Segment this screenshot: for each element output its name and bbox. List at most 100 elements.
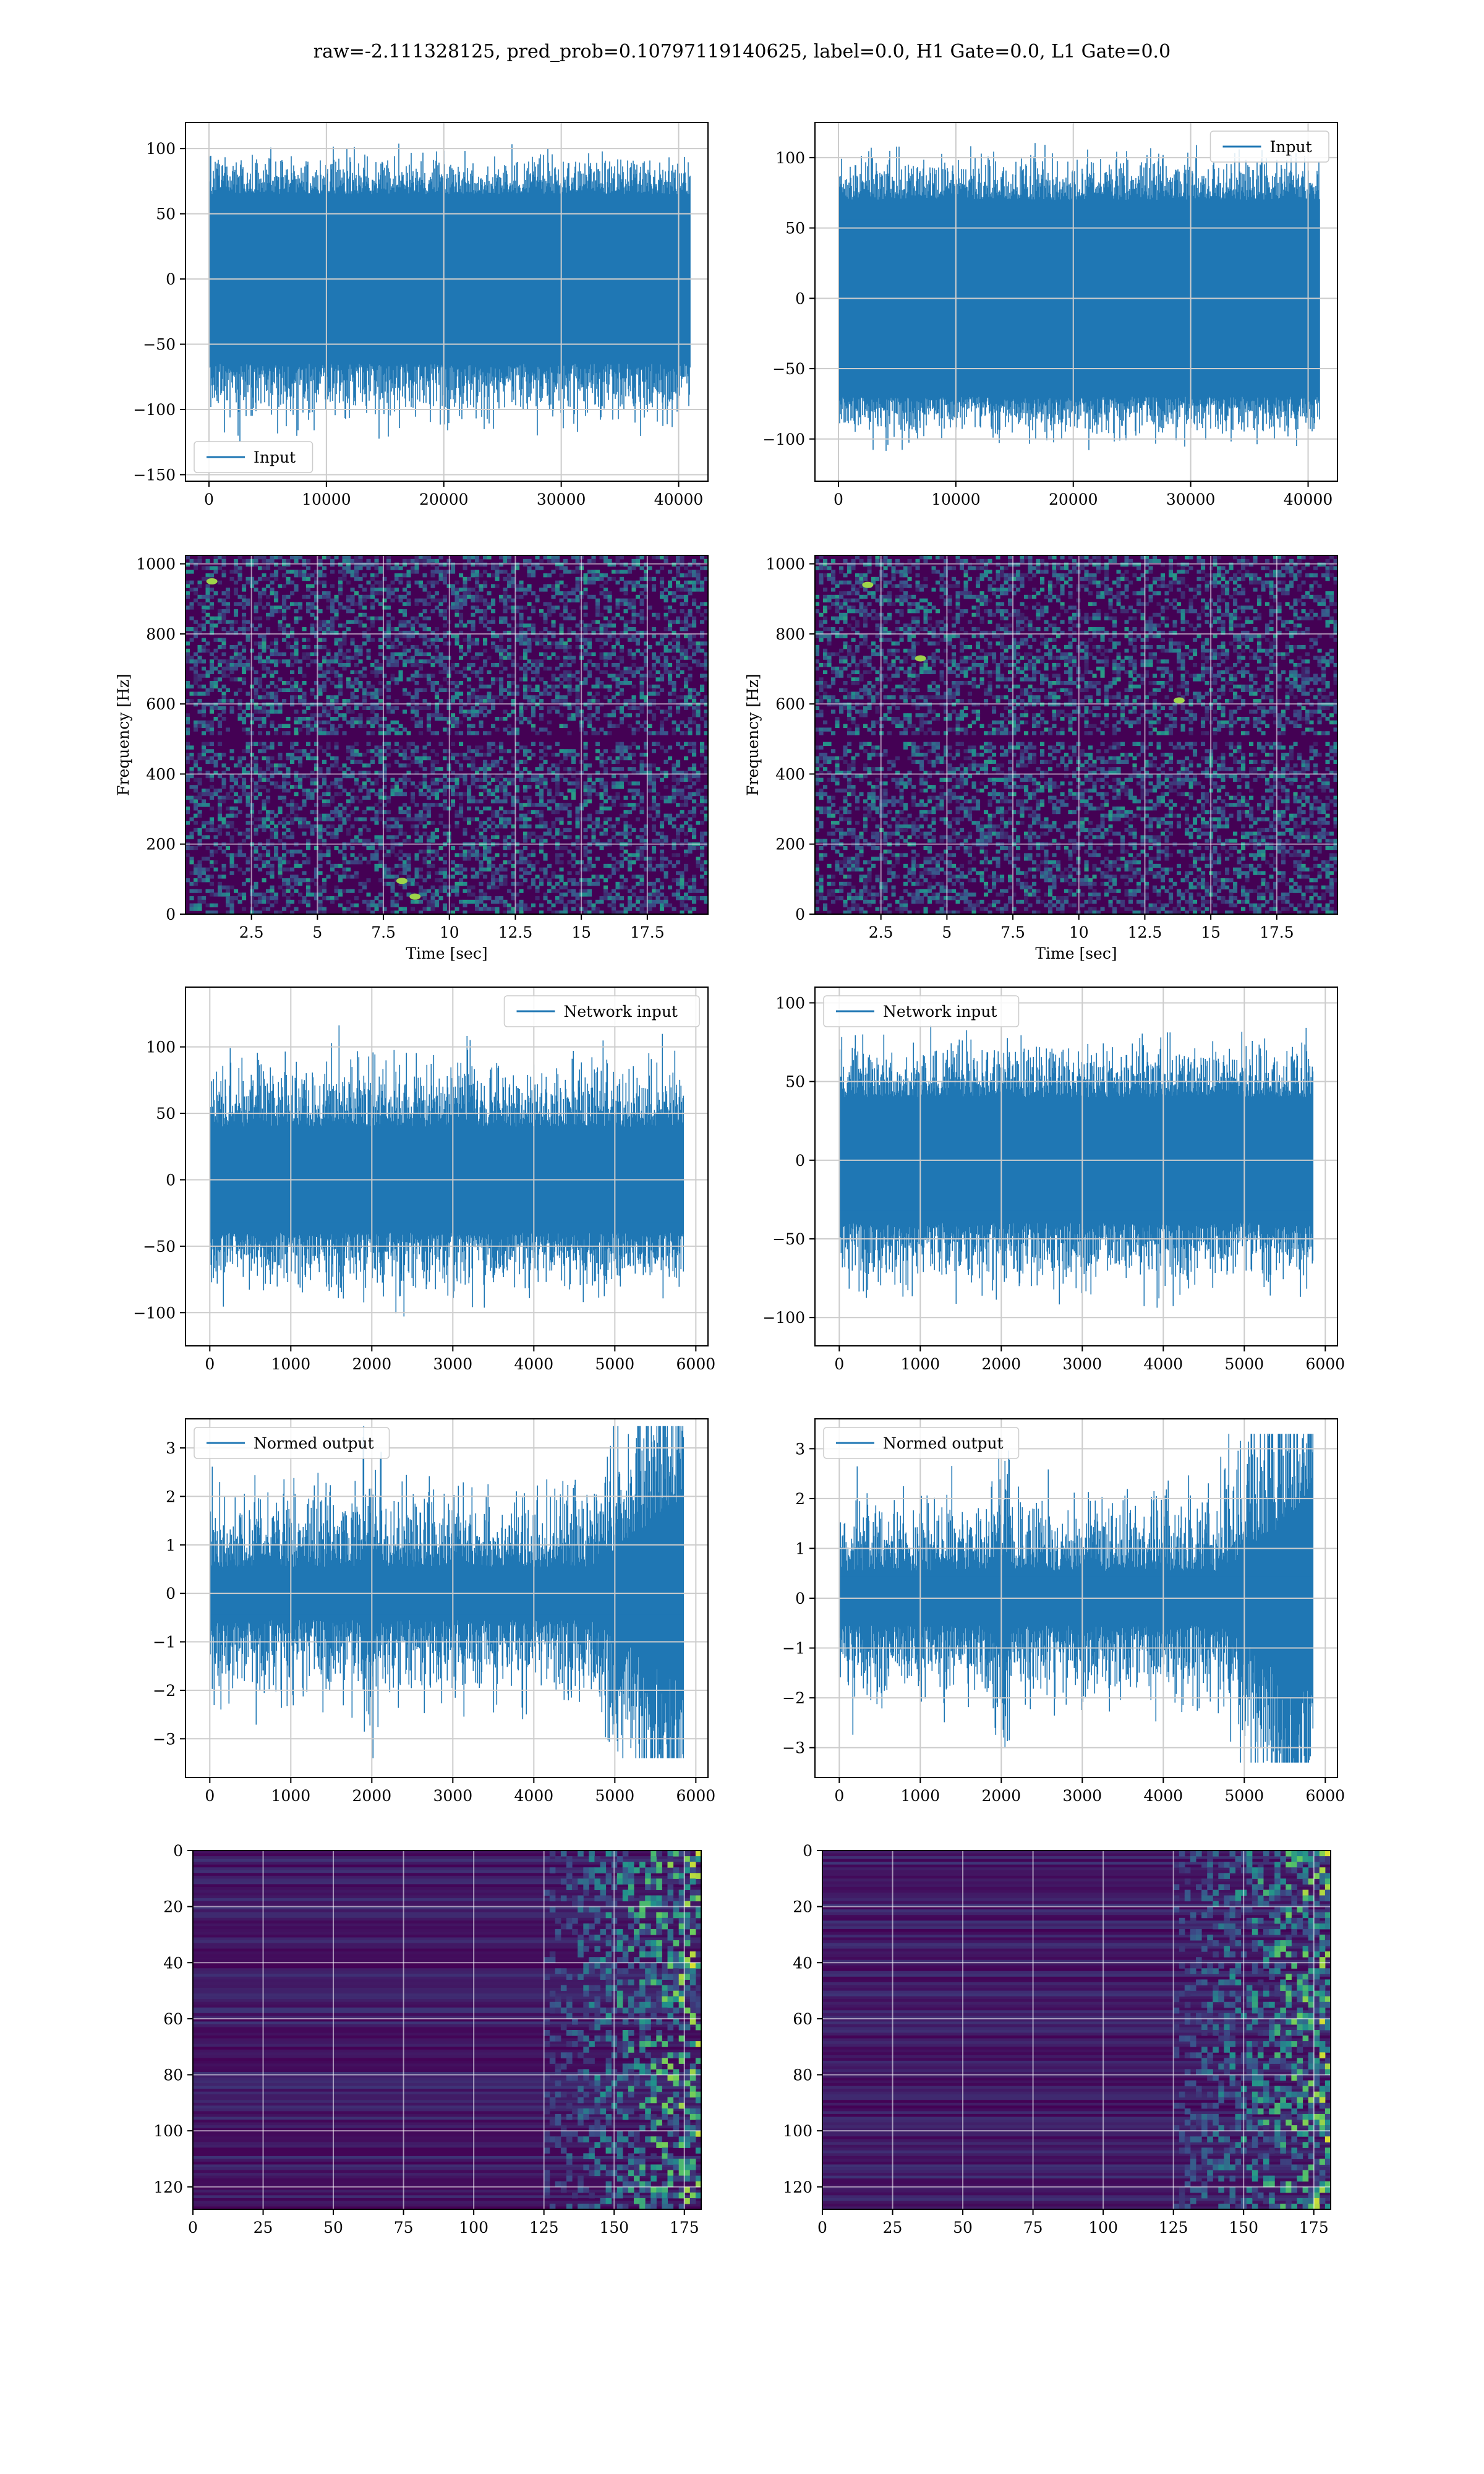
spectrogram-cell [419,885,424,889]
spectrogram-cell [354,688,359,692]
spectrogram-cell [499,774,504,779]
spectrogram-cell [495,677,500,682]
spectrogram-cell [644,641,649,646]
spectrogram-cell [202,789,207,793]
spectrogram-cell [374,666,379,671]
spectrogram-cell [382,867,387,871]
spectrogram-cell [189,831,194,836]
spectrogram-cell [427,860,432,865]
spectrogram-cell [607,817,612,821]
spectrogram-cell [430,781,435,785]
spectrogram-cell [234,656,239,660]
spectrogram-cell [278,785,283,789]
spectrogram-cell [322,799,327,803]
spectrogram-cell [599,612,604,617]
spectrogram-cell [318,570,323,574]
spectrogram-cell [475,785,480,789]
spectrogram-cell [262,555,267,560]
spectrogram-cell [310,612,315,617]
spectrogram-cell [189,896,194,901]
spectrogram-cell [623,580,628,584]
spectrogram-cell [310,584,315,588]
spectrogram-cell [655,731,660,735]
spectrogram-cell [306,792,311,797]
spectrogram-cell [571,749,576,753]
spectrogram-cell [435,645,440,649]
spectrogram-cell [286,576,291,581]
spectrogram-cell [475,562,480,567]
spectrogram-cell [435,871,440,875]
spectrogram-cell [531,810,536,815]
spectrogram-cell [575,699,580,703]
spectrogram-cell [342,875,347,879]
spectrogram-cell [607,756,612,761]
spectrogram-cell [330,863,335,868]
spectrogram-cell [591,903,596,907]
spectrogram-cell [631,803,636,807]
spectrogram-cell [563,684,568,689]
spectrogram-cell [318,620,323,624]
spectrogram-cell [258,899,263,904]
spectrogram-cell [342,867,347,871]
spectrogram-cell [378,899,383,904]
spectrogram-cell [226,606,231,610]
spectrogram-cell [205,573,210,578]
spectrogram-cell [414,688,419,692]
spectrogram-cell [382,742,387,746]
spectrogram-cell [338,580,343,584]
spectrogram-cell [483,807,488,811]
spectrogram-cell [547,907,552,911]
spectrogram-cell [189,691,194,696]
spectrogram-cell [527,817,532,821]
spectrogram-cell [390,903,395,907]
spectrogram-cell [197,691,202,696]
spectrogram-cell [226,899,231,904]
spectrogram-cell [615,756,620,761]
spectrogram-cell [555,566,560,570]
spectrogram-cell [286,731,291,735]
spectrogram-cell [237,774,242,779]
spectrogram-cell [254,767,258,771]
spectrogram-cell [266,576,271,581]
spectrogram-cell [242,681,247,685]
spectrogram-cell [278,807,283,811]
spectrogram-cell [298,760,303,764]
spectrogram-cell [362,785,367,789]
spectrogram-cell [603,892,608,897]
spectrogram-cell [475,817,480,821]
spectrogram-cell [655,570,660,574]
spectrogram-cell [354,602,359,606]
spectrogram-cell [559,591,564,596]
spectrogram-cell [358,831,363,836]
spectrogram-cell [463,881,467,886]
spectrogram-cell [503,727,508,732]
spectrogram-cell [438,652,443,656]
spectrogram-cell [559,674,564,678]
spectrogram-cell [242,648,247,653]
spectrogram-cell [226,588,231,592]
spectrogram-cell [535,695,540,700]
spectrogram-cell [354,695,359,700]
spectrogram-cell [270,659,275,664]
spectrogram-cell [274,727,279,732]
spectrogram-cell [563,594,568,599]
spectrogram-cell [543,688,548,692]
spectrogram-cell [197,896,202,901]
spectrogram-cell [326,695,331,700]
spectrogram-cell [318,663,323,667]
spectrogram-cell [459,656,464,660]
spectrogram-cell [234,889,239,893]
spectrogram-cell [278,627,283,631]
spectrogram-cell [242,598,247,602]
spectrogram-cell [274,849,279,854]
spectrogram-cell [660,688,665,692]
spectrogram-cell [511,709,516,714]
spectrogram-cell [587,777,592,782]
spectrogram-cell [213,656,218,660]
spectrogram-cell [652,774,657,779]
spectrogram-cell [318,853,323,857]
spectrogram-cell [318,907,323,911]
spectrogram-cell [519,594,524,599]
spectrogram-cell [639,767,644,771]
spectrogram-cell [519,745,524,750]
